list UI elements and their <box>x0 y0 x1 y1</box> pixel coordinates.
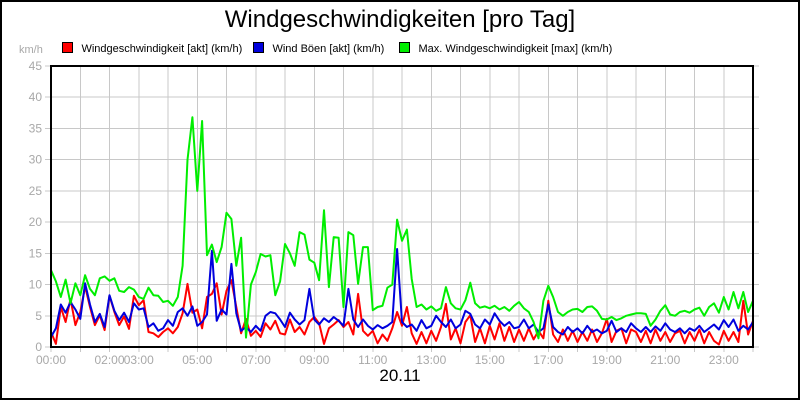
y-tick-label: 20 <box>29 215 43 229</box>
series-line-1 <box>50 248 754 338</box>
x-tick-label: 11:00 <box>358 353 387 367</box>
y-tick-label: 45 <box>29 59 43 73</box>
legend-item-max-windgeschwindigkeit: Max. Windgeschwindigkeit [max] (km/h) <box>399 39 613 55</box>
legend-item-windgeschwindigkeit: Windgeschwindigkeit [akt] (km/h) <box>62 39 243 55</box>
x-tick-label: 21:00 <box>650 353 680 367</box>
y-tick-label: 10 <box>29 278 43 292</box>
legend: Windgeschwindigkeit [akt] (km/h) Wind Bö… <box>2 39 798 55</box>
y-tick-label: 25 <box>29 184 43 198</box>
x-tick-label: 23:00 <box>709 353 739 367</box>
plot-frame <box>50 65 754 348</box>
x-axis-date-label: 20.11 <box>379 366 421 385</box>
green-series-swatch-icon <box>399 42 410 53</box>
x-tick-label: 00:00 <box>36 353 66 367</box>
x-tick-label: 15:00 <box>475 353 505 367</box>
y-tick-label: 40 <box>29 90 43 104</box>
y-tick-label: 0 <box>35 340 42 354</box>
y-axis-unit-label: km/h <box>19 44 43 56</box>
x-tick-label: 09:00 <box>299 353 329 367</box>
y-tick-label: 30 <box>29 153 43 167</box>
y-tick-label: 35 <box>29 121 43 135</box>
legend-label: Wind Böen [akt] (km/h) <box>272 43 385 55</box>
x-tick-label: 13:00 <box>416 353 446 367</box>
chart-title: Windgeschwindigkeiten [pro Tag] <box>224 6 576 33</box>
x-tick-label: 03:00 <box>124 353 154 367</box>
x-tick-label: 05:00 <box>182 353 212 367</box>
x-tick-label: 19:00 <box>592 353 622 367</box>
y-tick-label: 5 <box>35 309 42 323</box>
x-tick-label: 07:00 <box>241 353 271 367</box>
series-line-2 <box>50 116 754 340</box>
legend-label: Max. Windgeschwindigkeit [max] (km/h) <box>418 43 613 55</box>
red-series-swatch-icon <box>62 42 73 53</box>
x-tick-label: 02:00 <box>94 353 124 367</box>
blue-series-swatch-icon <box>253 42 264 53</box>
series-line-0 <box>50 279 754 346</box>
legend-item-wind-boeen: Wind Böen [akt] (km/h) <box>253 39 385 55</box>
x-tick-label: 17:00 <box>533 353 563 367</box>
legend-label: Windgeschwindigkeit [akt] (km/h) <box>81 43 243 55</box>
y-tick-label: 15 <box>29 246 43 260</box>
